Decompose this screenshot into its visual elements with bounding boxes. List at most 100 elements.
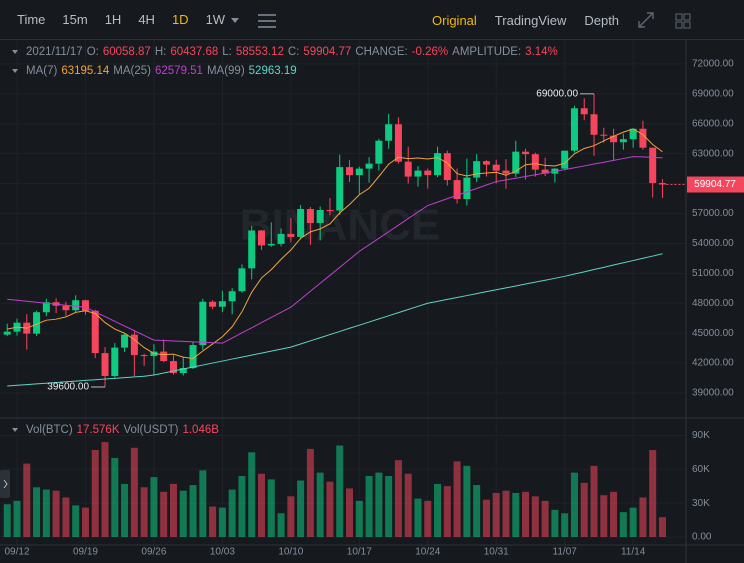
- candle-body: [130, 334, 138, 356]
- candle-body: [326, 210, 334, 212]
- view-tab[interactable]: Depth: [584, 12, 620, 28]
- layout-icon: [675, 13, 691, 29]
- candle-body: [199, 301, 207, 346]
- x-tick-label: 10/31: [484, 547, 509, 558]
- legend-value: 58553.12: [235, 46, 284, 58]
- volume-tick-label: 60K: [692, 464, 710, 475]
- view-tab[interactable]: TradingView: [494, 12, 567, 28]
- candle-body: [248, 230, 256, 269]
- candle-body: [561, 150, 569, 169]
- volume-bar: [522, 491, 530, 537]
- volume-bar: [453, 461, 461, 537]
- interval-button[interactable]: 4H: [138, 12, 155, 27]
- x-tick-label: 09/26: [141, 547, 166, 558]
- legend-value: -0.26%: [411, 46, 449, 58]
- view-tabs: Original TradingView Depth: [432, 0, 637, 40]
- volume-bar: [590, 465, 598, 537]
- interval-button[interactable]: 1D: [171, 12, 189, 27]
- x-tick-label: 11/14: [621, 547, 646, 558]
- candle-body: [42, 302, 50, 313]
- candle-body: [375, 140, 383, 164]
- candle-body: [277, 233, 285, 244]
- legend-date: 2021/11/17: [26, 46, 83, 58]
- interval-button[interactable]: 1W: [205, 12, 226, 27]
- volume-bar: [130, 447, 138, 537]
- legend-value: 60437.68: [170, 46, 219, 58]
- x-tick-label: 11/07: [553, 547, 578, 558]
- candle-body: [531, 154, 539, 170]
- candle-body: [81, 300, 89, 311]
- volume-bar: [218, 507, 226, 537]
- legend-label: CHANGE:: [355, 46, 408, 58]
- candle-body: [658, 182, 666, 185]
- volume-bar: [287, 496, 295, 537]
- candle-body: [424, 170, 432, 176]
- volume-bar: [355, 500, 363, 537]
- candle-body: [228, 291, 236, 302]
- volume-bar: [209, 506, 217, 537]
- last-price-tag: [687, 176, 744, 193]
- candle-body: [111, 347, 119, 377]
- y-tick-label: 72000.00: [692, 59, 734, 70]
- volume-bar: [179, 490, 187, 537]
- volume-bar: [639, 497, 647, 537]
- toolbar: Time 15m 1H 4H 1D 1W Original TradingView Depth: [0, 0, 744, 40]
- volume-bar: [3, 504, 11, 537]
- volume-bar: [316, 472, 324, 537]
- volume-bar: [23, 463, 31, 537]
- candle-body: [218, 301, 226, 307]
- legend-label: O:: [86, 46, 99, 58]
- candle-body: [639, 128, 647, 148]
- candle-body: [346, 167, 354, 176]
- legend-label: C:: [287, 46, 300, 58]
- candle-body: [619, 139, 627, 143]
- candle-body: [570, 108, 578, 151]
- y-tick-label: 57000.00: [692, 208, 734, 219]
- volume-bar: [121, 483, 129, 537]
- interval-button[interactable]: 15m: [62, 12, 88, 27]
- y-tick-label: 51000.00: [692, 268, 734, 279]
- volume-bar: [33, 487, 41, 537]
- volume-bar: [140, 487, 148, 537]
- candle-body: [541, 169, 549, 174]
- candle-body: [610, 135, 618, 143]
- candle-body: [522, 151, 530, 155]
- candle-body: [473, 161, 481, 178]
- ma-legend: MA(7) 63195.14 MA(25) 62579.51 MA(99) 52963.1…: [26, 65, 301, 77]
- candle-body: [189, 345, 197, 369]
- interval-button[interactable]: 1H: [104, 12, 122, 27]
- volume-value: 17.576K: [76, 424, 120, 436]
- y-tick-label: 54000.00: [692, 238, 734, 249]
- volume-bar: [189, 485, 197, 537]
- ma-value: 62579.51: [154, 65, 203, 77]
- ma-name: MA(25): [113, 65, 151, 77]
- volume-bar: [62, 497, 70, 537]
- y-tick-label: 39000.00: [692, 388, 734, 399]
- candle-body: [121, 334, 129, 348]
- candle-body: [463, 177, 471, 200]
- expand-icon: [638, 12, 654, 28]
- volume-bar: [277, 513, 285, 537]
- volume-bar: [570, 472, 578, 537]
- volume-bar: [394, 460, 402, 537]
- x-tick-label: 09/12: [4, 547, 29, 558]
- candle-body: [590, 114, 598, 135]
- ma-name: MA(7): [26, 65, 58, 77]
- volume-bar: [443, 486, 451, 537]
- volume-tick-label: 90K: [692, 430, 710, 441]
- volume-bar: [199, 470, 207, 537]
- volume-bar: [238, 476, 246, 537]
- legend-value: 59904.77: [303, 46, 352, 58]
- candle-body: [287, 233, 295, 237]
- volume-bar: [365, 476, 373, 537]
- volume-bar: [72, 505, 80, 537]
- volume-bar: [512, 492, 520, 537]
- candle-body: [492, 164, 500, 171]
- view-tab[interactable]: Original: [432, 12, 477, 28]
- candle-body: [365, 163, 373, 169]
- candle-body: [394, 124, 402, 162]
- side-panel-toggle[interactable]: [0, 470, 10, 498]
- volume-bar: [267, 479, 275, 537]
- x-tick-label: 10/17: [347, 547, 372, 558]
